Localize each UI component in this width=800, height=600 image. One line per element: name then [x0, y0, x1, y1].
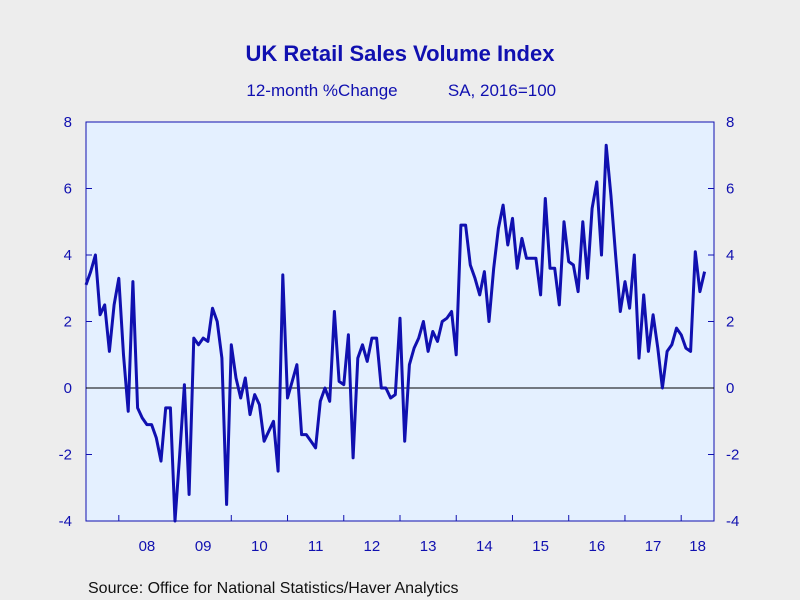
y-tick-label-right: 2: [726, 314, 734, 331]
x-tick-label: 15: [532, 538, 549, 555]
source-note: Source: Office for National Statistics/H…: [88, 580, 459, 597]
x-axis: 08 09 10 11 12 13 14 15 16 17 18: [118, 515, 706, 555]
series-line-retail-sales: [84, 143, 707, 523]
y-tick-label-left: 8: [64, 114, 72, 131]
x-tick-label: 17: [645, 538, 662, 555]
x-tick-label: 12: [364, 538, 381, 555]
y-tick-label-left: -2: [59, 447, 72, 464]
x-tick-label: 16: [588, 538, 605, 555]
y-tick-label-left: 6: [64, 181, 72, 198]
y-tick-label-right: 6: [726, 181, 734, 198]
chart-subtitle-right: SA, 2016=100: [448, 81, 556, 100]
y-tick-label-left: 2: [64, 314, 72, 331]
x-tick-label: 08: [139, 538, 156, 555]
x-tick-label: 14: [476, 538, 493, 555]
chart-subtitle-left: 12-month %Change: [246, 81, 397, 100]
x-tick-label: 10: [251, 538, 268, 555]
x-tick-label: 09: [195, 538, 212, 555]
x-tick-label: 11: [308, 538, 324, 555]
y-tick-label-left: 0: [64, 380, 72, 397]
chart-title: UK Retail Sales Volume Index: [246, 41, 556, 66]
x-tick-label: 18: [689, 538, 706, 555]
x-tick-label: 13: [420, 538, 437, 555]
y-tick-label-right: 4: [726, 247, 734, 264]
y-tick-label-right: 0: [726, 380, 734, 397]
y-tick-label-left: 4: [64, 247, 72, 264]
y-tick-label-right: -4: [726, 513, 739, 530]
y-tick-label-right: -2: [726, 447, 739, 464]
y-axis-left: 8 6 4 2 0 -2 -4: [59, 114, 92, 530]
y-axis-right: 8 6 4 2 0 -2 -4: [708, 114, 739, 530]
y-tick-label-left: -4: [59, 513, 72, 530]
y-tick-label-right: 8: [726, 114, 734, 131]
